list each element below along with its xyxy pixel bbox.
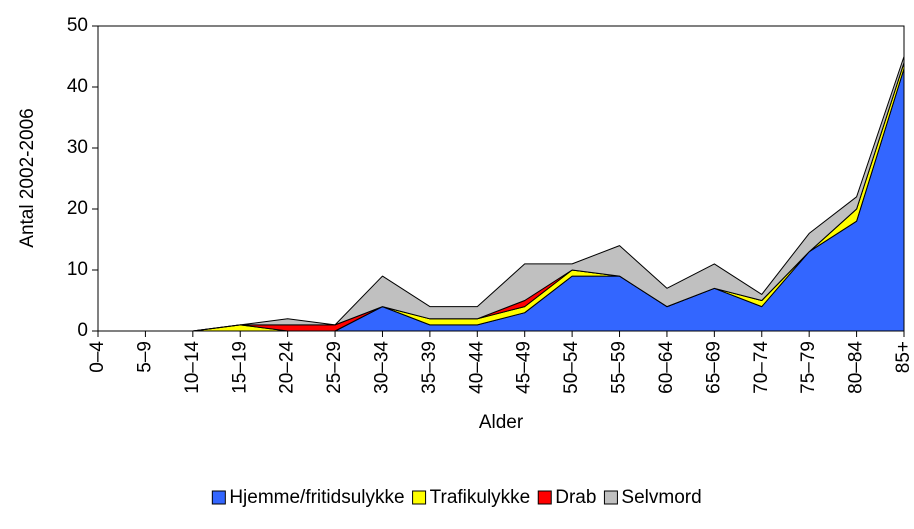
y-axis-label: Antal 2002-2006 bbox=[17, 108, 38, 247]
x-tick-label: 80–84 bbox=[846, 341, 867, 394]
y-tick-label: 40 bbox=[67, 76, 88, 97]
x-tick-label: 50–54 bbox=[561, 341, 582, 394]
x-tick-label: 30–34 bbox=[371, 341, 392, 394]
x-tick-label: 55–59 bbox=[609, 341, 630, 394]
x-tick-label: 60–64 bbox=[656, 341, 677, 394]
x-axis-label: Alder bbox=[479, 412, 524, 433]
legend-swatch bbox=[537, 490, 552, 505]
y-tick-label: 0 bbox=[77, 320, 88, 341]
legend-label: Hjemme/fritidsulykke bbox=[229, 487, 404, 508]
x-tick-label: 35–39 bbox=[419, 341, 440, 394]
x-tick-label: 40–44 bbox=[466, 341, 487, 394]
x-tick-label: 25–29 bbox=[324, 341, 345, 394]
legend-swatch bbox=[412, 490, 427, 505]
y-tick-label: 50 bbox=[67, 15, 88, 36]
x-tick-label: 10–14 bbox=[182, 341, 203, 394]
x-tick-label: 15–19 bbox=[229, 341, 250, 394]
y-tick-label: 30 bbox=[67, 137, 88, 158]
x-tick-label: 45–49 bbox=[514, 341, 535, 394]
x-tick-label: 20–24 bbox=[277, 341, 298, 394]
legend-label: Drab bbox=[555, 487, 596, 508]
plot-frame bbox=[97, 25, 905, 332]
x-tick-label: 85+ bbox=[893, 341, 914, 373]
legend-label: Selvmord bbox=[621, 487, 701, 508]
x-tick-label: 0–4 bbox=[87, 341, 108, 373]
x-tick-label: 65–69 bbox=[703, 341, 724, 394]
y-tick-label: 20 bbox=[67, 198, 88, 219]
x-tick-label: 70–74 bbox=[751, 341, 772, 394]
x-tick-label: 5–9 bbox=[134, 341, 155, 373]
legend-swatch bbox=[603, 490, 618, 505]
y-tick-label: 10 bbox=[67, 259, 88, 280]
legend: Hjemme/fritidsulykke Trafikulykke Drab Selv… bbox=[211, 487, 702, 508]
legend-label: Trafikulykke bbox=[430, 487, 531, 508]
legend-swatch bbox=[211, 490, 226, 505]
x-tick-label: 75–79 bbox=[798, 341, 819, 394]
